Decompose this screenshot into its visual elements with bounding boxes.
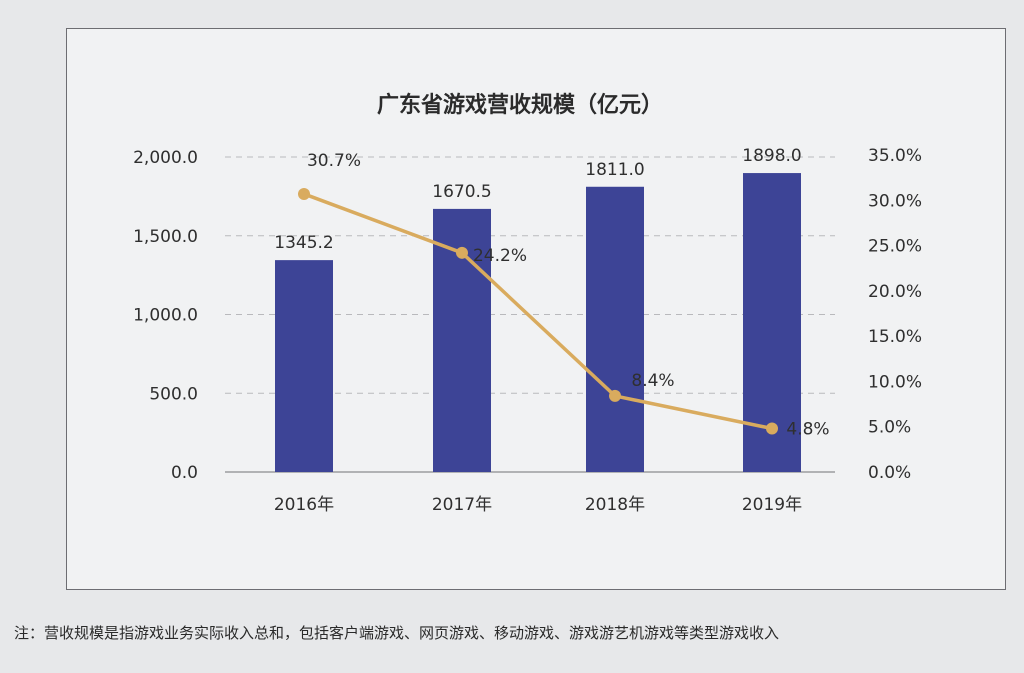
growth-line <box>303 192 773 431</box>
y-right-tick-label: 15.0% <box>868 327 922 347</box>
growth-value-label: 4.8% <box>786 420 829 440</box>
growth-point <box>298 187 310 200</box>
growth-value-label: 30.7% <box>307 151 361 171</box>
footnote: 注：营收规模是指游戏业务实际收入总和，包括客户端游戏、网页游戏、移动游戏、游戏游… <box>14 624 780 642</box>
growth-value-label: 8.4% <box>631 371 674 391</box>
chart-title: 广东省游戏营收规模（亿元） <box>377 92 663 118</box>
y-right-tick-label: 25.0% <box>868 237 922 257</box>
bar-value-label: 1898.0 <box>742 146 801 166</box>
y-left-tick-label: 2,000.0 <box>133 148 198 168</box>
growth-point <box>456 246 468 259</box>
y-right-tick-label: 30.0% <box>868 191 922 211</box>
growth-value-label: 24.2% <box>473 246 527 266</box>
x-tick-label: 2018年 <box>585 495 645 515</box>
y-left-tick-label: 1,500.0 <box>133 227 198 247</box>
growth-point <box>609 389 621 402</box>
y-right-tick-label: 20.0% <box>868 282 922 302</box>
y-right-tick-label: 35.0% <box>868 146 922 166</box>
growth-point <box>766 422 778 435</box>
x-tick-label: 2019年 <box>742 495 802 515</box>
bar-value-label: 1345.2 <box>274 233 333 253</box>
bar-value-label: 1670.5 <box>432 182 491 202</box>
x-tick-label: 2017年 <box>432 495 492 515</box>
chart: 广东省游戏营收规模（亿元） 1345.2 1670.5 1811.0 1898.0 30… <box>133 92 922 515</box>
y-right-tick-label: 0.0% <box>868 463 911 483</box>
bar <box>586 186 644 472</box>
y-right-tick-label: 5.0% <box>868 418 911 438</box>
y-right-tick-label: 10.0% <box>868 372 922 392</box>
x-tick-label: 2016年 <box>274 495 334 515</box>
y-left-tick-label: 500.0 <box>149 384 198 404</box>
bar-value-label: 1811.0 <box>585 160 644 180</box>
bar <box>743 173 801 472</box>
chart-frame <box>66 28 1006 590</box>
y-left-tick-label: 0.0 <box>171 463 198 483</box>
y-left-tick-label: 1,000.0 <box>133 306 198 326</box>
bar <box>275 260 333 472</box>
